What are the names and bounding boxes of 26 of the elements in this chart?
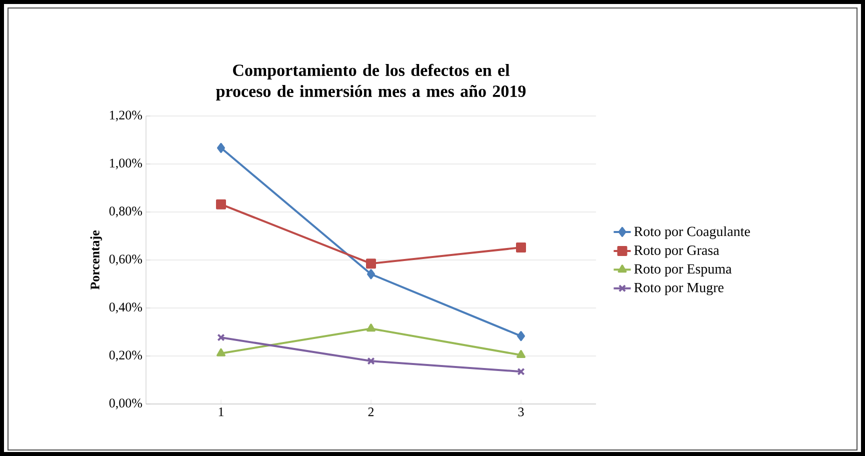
y-axis-title: Porcentaje: [90, 230, 102, 290]
y-tick-label: 1,00%: [110, 158, 142, 170]
legend-label: Roto por Espuma: [634, 264, 732, 276]
x-tick-label: 3: [518, 408, 524, 416]
legend-label: Roto por Coagulante: [634, 226, 750, 240]
point: [366, 258, 376, 269]
point: [516, 350, 526, 358]
point: [367, 269, 375, 280]
x-tick-label: 2: [368, 408, 374, 416]
point: [366, 324, 376, 332]
point: [367, 357, 375, 365]
legend-label: Roto por Grasa: [634, 246, 720, 258]
point: [516, 242, 526, 253]
y-tick-label: 0,20%: [109, 350, 142, 362]
point: [216, 199, 226, 210]
y-tick-label: 0,40%: [109, 302, 142, 314]
y-tick-label: 0,60%: [109, 254, 142, 266]
point: [517, 331, 526, 342]
y-tick-label: 1,20%: [110, 110, 142, 122]
point: [217, 142, 225, 153]
legend-label: Roto por Mugre: [634, 282, 724, 296]
point: [216, 348, 226, 356]
y-tick-label: 0,80%: [109, 206, 142, 218]
x-tick-label: 1: [218, 408, 224, 416]
y-tick-label: 0,00%: [109, 398, 142, 410]
chart-title: Comportamiento de los defectos en el proceso de inmersión mes a mes año 2019: [216, 64, 526, 100]
